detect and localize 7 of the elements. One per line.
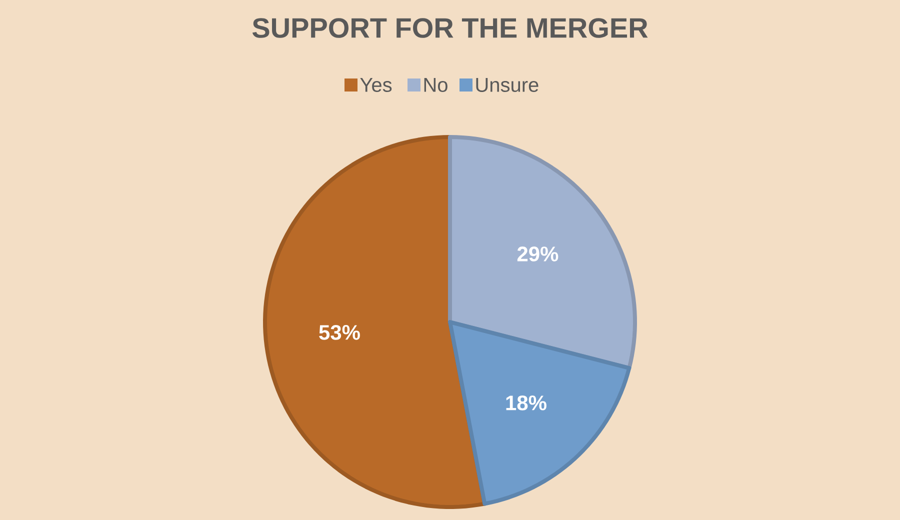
legend-label: Unsure bbox=[476, 78, 538, 92]
legend-label: No bbox=[424, 78, 448, 92]
chart-title: SUPPORT FOR THE MERGER bbox=[252, 18, 648, 38]
data-label: 18% bbox=[506, 395, 546, 410]
legend-label: Yes bbox=[360, 78, 392, 92]
data-label: 53% bbox=[319, 325, 360, 340]
data-label: 29% bbox=[517, 246, 558, 262]
